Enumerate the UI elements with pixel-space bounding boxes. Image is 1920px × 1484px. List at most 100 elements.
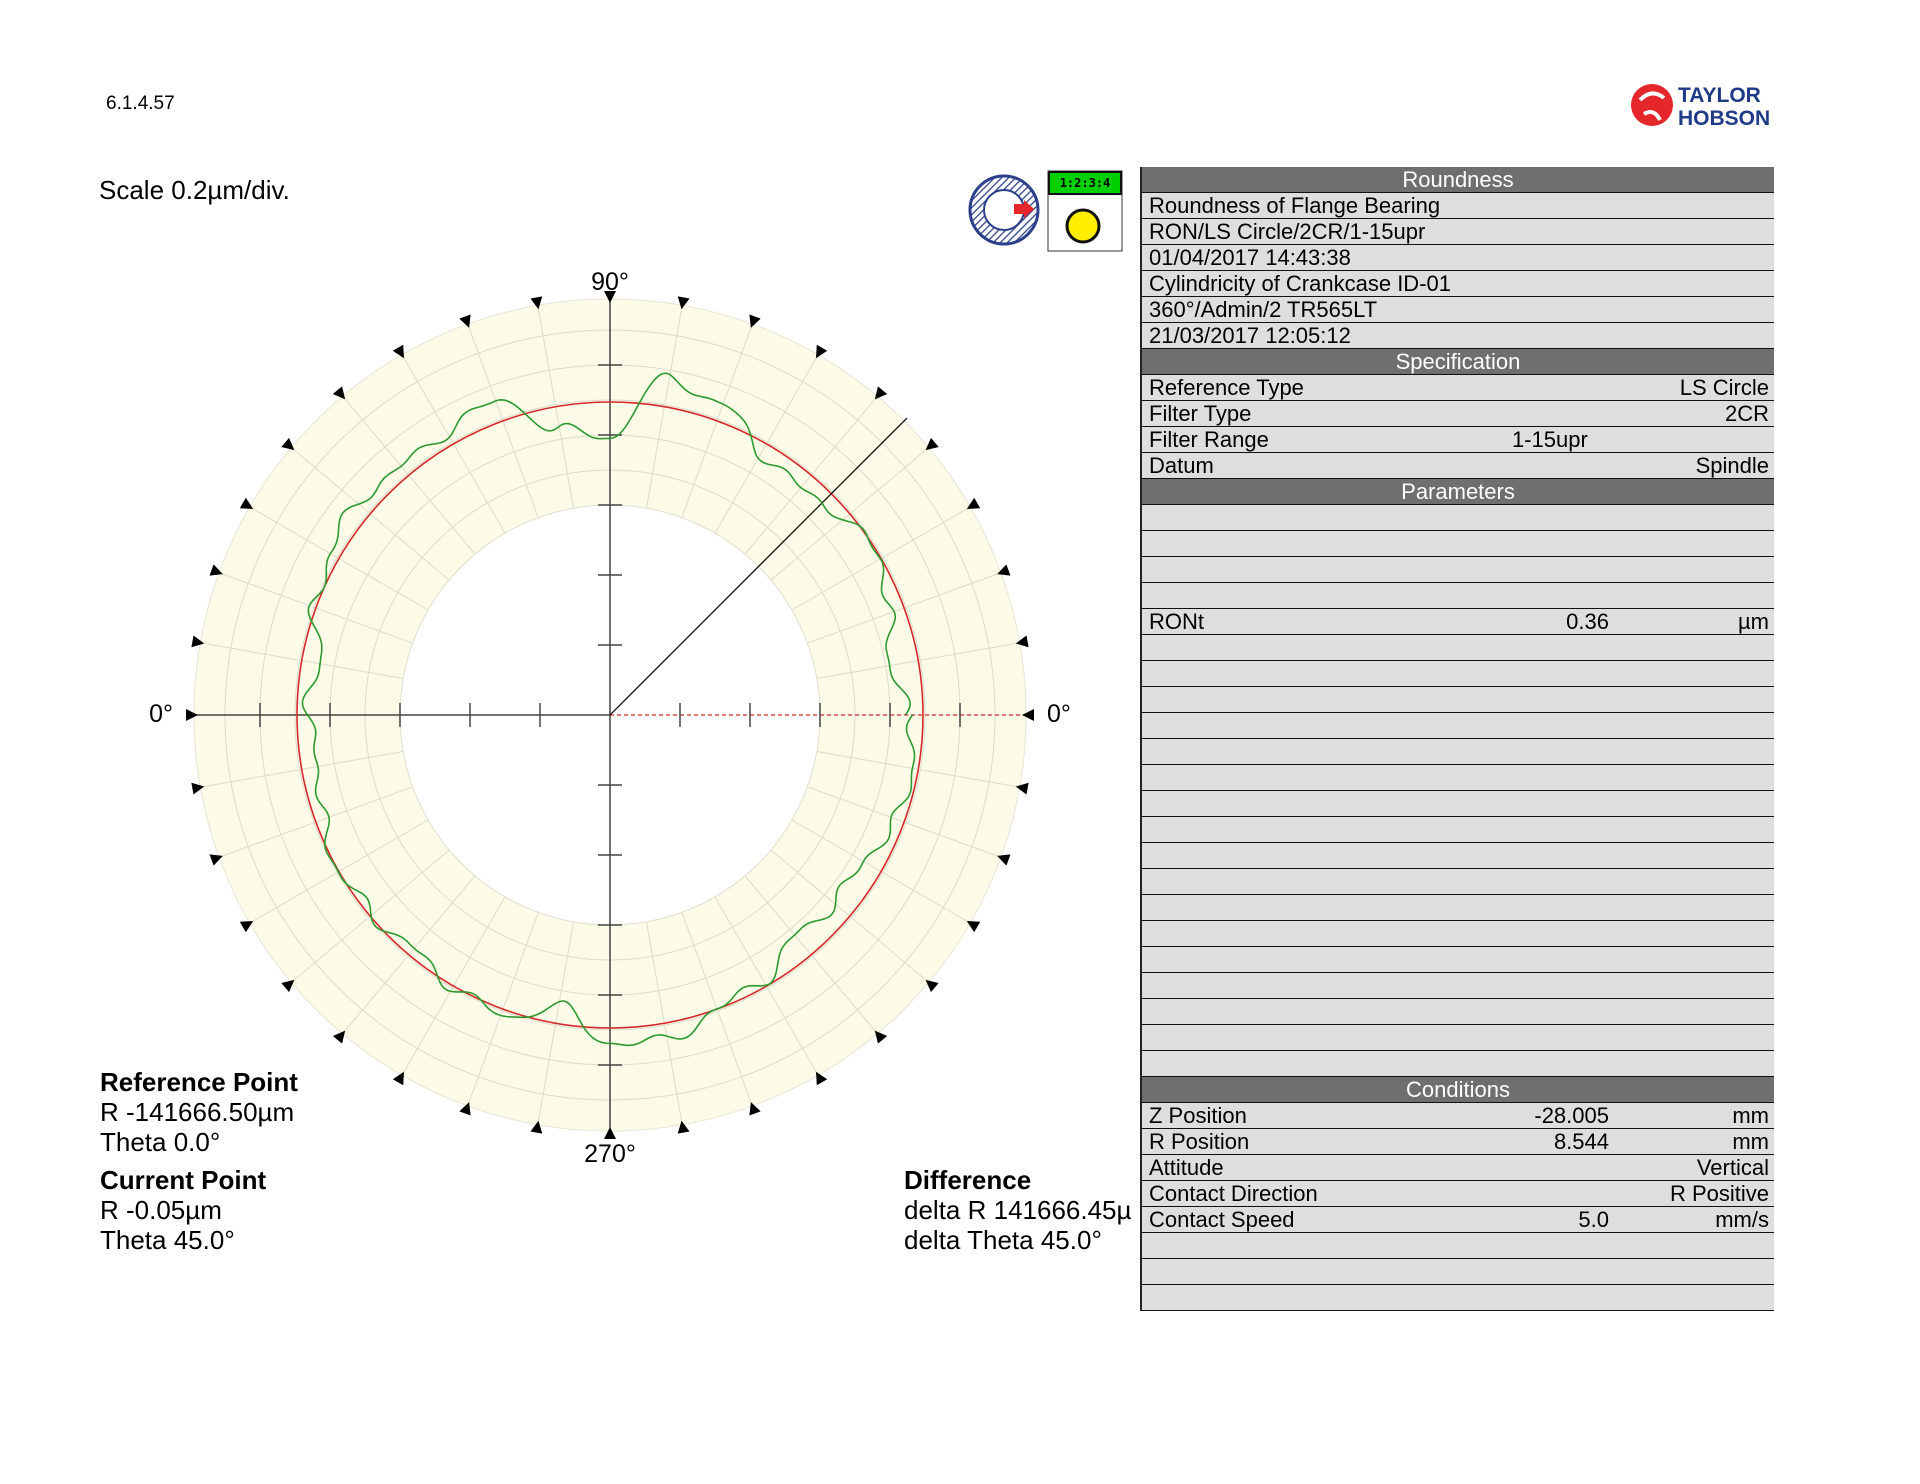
angle-marker	[874, 386, 888, 400]
info-text: 360°/Admin/2 TR565LT	[1149, 297, 1378, 322]
spec-value: Spindle	[1695, 453, 1769, 478]
spec-value: 2CR	[1724, 401, 1769, 426]
param-rows: RONt 0.36 µm	[1142, 505, 1774, 1077]
cond-row	[1142, 1285, 1774, 1311]
stopwatch-status-icon[interactable]: 1:2:3:4	[1047, 170, 1123, 252]
info-text: 21/03/2017 12:05:12	[1149, 323, 1351, 348]
cond-row: R Position 8.544 mm	[1142, 1129, 1774, 1155]
info-row: RON/LS Circle/2CR/1-15upr	[1142, 219, 1774, 245]
param-row	[1142, 661, 1774, 687]
param-row	[1142, 557, 1774, 583]
angle-marker	[530, 1120, 543, 1134]
angle-marker	[281, 437, 295, 451]
cond-rows: Z Position -28.005 mm R Position 8.544 mm Atti…	[1142, 1103, 1774, 1311]
current-point-r: R -0.05µm	[100, 1195, 222, 1225]
info-row: 01/04/2017 14:43:38	[1142, 245, 1774, 271]
angle-marker	[1015, 635, 1029, 648]
spec-rows: Reference Type LS Circle Filter Type 2CR Fil…	[1142, 375, 1774, 479]
logo-line1: TAYLOR	[1678, 84, 1761, 107]
angle-marker	[239, 497, 254, 509]
scale-label: Scale 0.2µm/div.	[99, 175, 290, 205]
spec-row: Filter Type 2CR	[1142, 401, 1774, 427]
param-row	[1142, 973, 1774, 999]
param-row	[1142, 869, 1774, 895]
cond-unit: mm	[1732, 1103, 1769, 1128]
angle-marker	[191, 635, 205, 648]
cond-value: -28.005	[1534, 1103, 1609, 1128]
param-row	[1142, 635, 1774, 661]
results-panel: Roundness Roundness of Flange Bearing RON…	[1140, 167, 1774, 1311]
angle-marker	[459, 314, 471, 328]
cond-row: Contact Direction R Positive	[1142, 1181, 1774, 1207]
angle-marker	[677, 1120, 690, 1134]
label-90: 90°	[591, 268, 629, 296]
reference-point-theta: Theta 0.0°	[100, 1127, 221, 1157]
difference-delta-r: delta R 141666.45µ	[904, 1195, 1132, 1225]
spec-row: Datum Spindle	[1142, 453, 1774, 479]
param-row	[1142, 713, 1774, 739]
cond-label: Contact Speed	[1149, 1207, 1295, 1232]
cond-unit: Vertical	[1696, 1155, 1769, 1180]
ls-reference-circle	[296, 401, 924, 1029]
angle-marker	[209, 854, 223, 866]
info-text: RON/LS Circle/2CR/1-15upr	[1149, 219, 1426, 244]
label-270: 270°	[584, 1140, 636, 1168]
circle-measure-icon[interactable]	[966, 170, 1042, 250]
taylor-hobson-logo: TAYLOR HOBSON	[1631, 84, 1770, 130]
cond-row: Contact Speed 5.0 mm/s	[1142, 1207, 1774, 1233]
cond-unit: mm/s	[1715, 1207, 1769, 1232]
cond-label: Attitude	[1149, 1155, 1224, 1180]
spec-row: Filter Range 1-15upr	[1142, 427, 1774, 453]
info-row: Roundness of Flange Bearing	[1142, 193, 1774, 219]
angle-marker	[459, 1102, 471, 1116]
spec-value: LS Circle	[1679, 375, 1769, 400]
cond-unit: R Positive	[1669, 1181, 1769, 1206]
param-row	[1142, 531, 1774, 557]
spec-label: Reference Type	[1149, 375, 1304, 400]
angle-marker	[1022, 709, 1034, 721]
angle-marker	[925, 437, 939, 451]
angle-marker	[816, 1071, 828, 1086]
param-row	[1142, 843, 1774, 869]
angle-marker	[997, 854, 1011, 866]
param-row	[1142, 947, 1774, 973]
info-row: 21/03/2017 12:05:12	[1142, 323, 1774, 349]
param-row	[1142, 791, 1774, 817]
conditions-header: Conditions	[1142, 1077, 1774, 1103]
cond-value: 5.0	[1578, 1207, 1609, 1232]
angle-marker	[1015, 782, 1029, 795]
info-rows: Roundness of Flange Bearing RON/LS Circle…	[1142, 193, 1774, 349]
angle-marker	[239, 921, 254, 933]
cond-row	[1142, 1233, 1774, 1259]
angle-marker	[191, 782, 205, 795]
param-row	[1142, 921, 1774, 947]
angle-marker	[749, 314, 761, 328]
angle-marker	[997, 564, 1011, 576]
reference-point-block: Reference Point R -141666.50µm Theta 0.0…	[100, 1067, 298, 1157]
info-text: 01/04/2017 14:43:38	[1149, 245, 1351, 270]
cursor-line	[609, 417, 908, 716]
param-row	[1142, 687, 1774, 713]
label-180: 180°	[150, 700, 173, 728]
cond-label: Contact Direction	[1149, 1181, 1318, 1206]
difference-title: Difference	[904, 1165, 1032, 1195]
param-row	[1142, 739, 1774, 765]
cond-value: 8.544	[1553, 1129, 1609, 1154]
current-point-theta: Theta 45.0°	[100, 1225, 235, 1255]
param-value: 0.36	[1566, 609, 1609, 634]
cond-label: Z Position	[1149, 1103, 1247, 1128]
angle-marker	[816, 344, 828, 359]
param-row	[1142, 505, 1774, 531]
angle-marker	[332, 1030, 346, 1044]
angle-marker	[392, 1071, 404, 1086]
cond-row: Attitude Vertical	[1142, 1155, 1774, 1181]
angle-marker	[332, 386, 346, 400]
angle-marker	[749, 1102, 761, 1116]
angle-marker	[209, 564, 223, 576]
angle-marker	[392, 344, 404, 359]
angle-marker	[925, 979, 939, 993]
current-point-block: Current Point R -0.05µm Theta 45.0°	[100, 1165, 266, 1255]
spec-label: Datum	[1149, 453, 1214, 478]
angle-marker	[966, 921, 981, 933]
icon-counter: 1:2:3:4	[1060, 176, 1111, 190]
